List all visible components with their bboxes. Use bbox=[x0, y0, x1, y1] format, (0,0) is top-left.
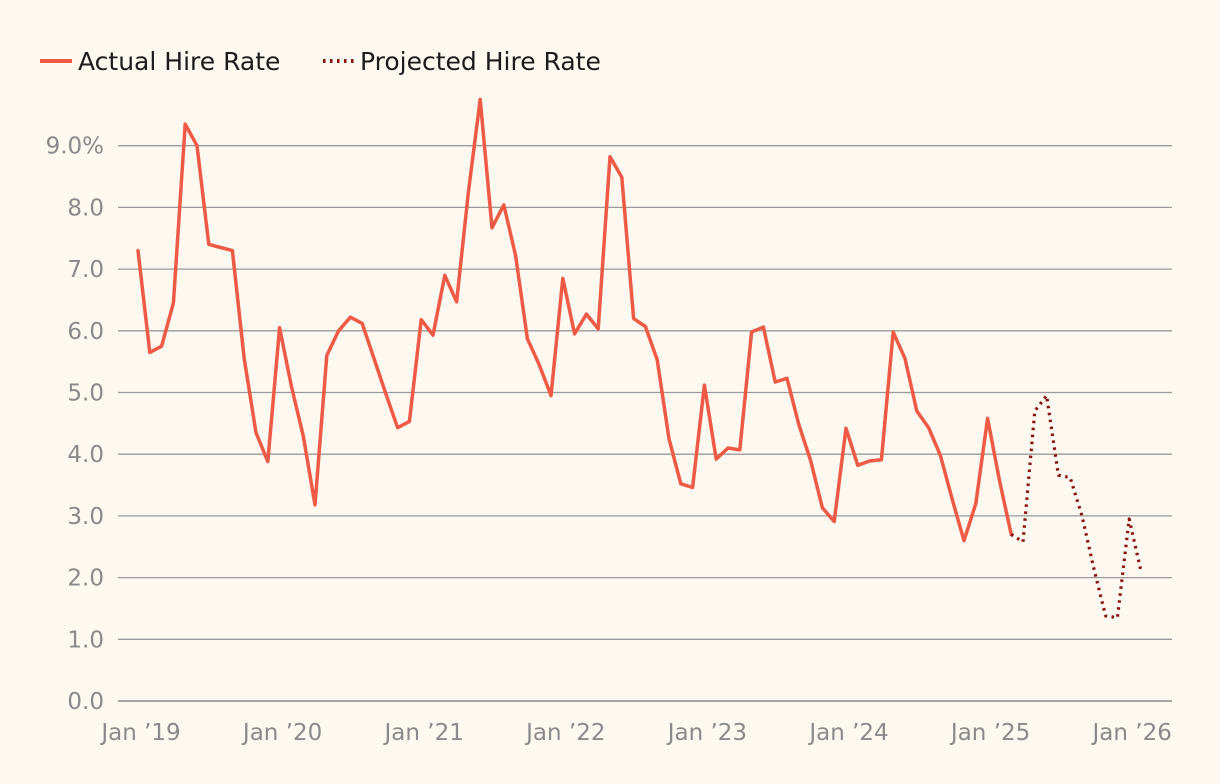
series-line-actual bbox=[136, 97, 1013, 543]
y-tick-label: 4.0 bbox=[67, 442, 104, 468]
y-tick-label: 2.0 bbox=[67, 566, 104, 592]
y-tick-label: 7.0 bbox=[67, 257, 104, 283]
y-tick-label: 8.0 bbox=[67, 195, 104, 221]
x-tick-label: Jan ’21 bbox=[383, 720, 464, 746]
x-axis: Jan ’19 Jan ’20 Jan ’21 Jan ’22 Jan ’23 Jan ’… bbox=[99, 720, 1172, 746]
legend: Actual Hire Rate Projected Hire Rate bbox=[40, 47, 601, 76]
y-tick-label: 0.0 bbox=[67, 689, 104, 715]
x-tick-label: Jan ’26 bbox=[1091, 720, 1172, 746]
y-tick-label: 5.0 bbox=[67, 381, 104, 407]
y-tick-label: 1.0 bbox=[67, 627, 104, 653]
series-group bbox=[136, 97, 1143, 620]
series-line-projected bbox=[1010, 394, 1143, 620]
legend-label-actual: Actual Hire Rate bbox=[78, 47, 280, 76]
x-tick-label: Jan ’23 bbox=[666, 720, 747, 746]
x-tick-label: Jan ’22 bbox=[524, 720, 605, 746]
legend-label-projected: Projected Hire Rate bbox=[360, 47, 601, 76]
x-tick-label: Jan ’24 bbox=[807, 720, 888, 746]
y-tick-label: 9.0% bbox=[46, 134, 104, 160]
y-tick-label: 6.0 bbox=[67, 319, 104, 345]
grid bbox=[118, 145, 1172, 702]
x-tick-label: Jan ’20 bbox=[241, 720, 322, 746]
y-axis: 0.0 1.0 2.0 3.0 4.0 5.0 6.0 7.0 8.0 9.0% bbox=[46, 134, 104, 715]
x-tick-label: Jan ’19 bbox=[99, 720, 180, 746]
y-tick-label: 3.0 bbox=[67, 504, 104, 530]
x-tick-label: Jan ’25 bbox=[949, 720, 1030, 746]
